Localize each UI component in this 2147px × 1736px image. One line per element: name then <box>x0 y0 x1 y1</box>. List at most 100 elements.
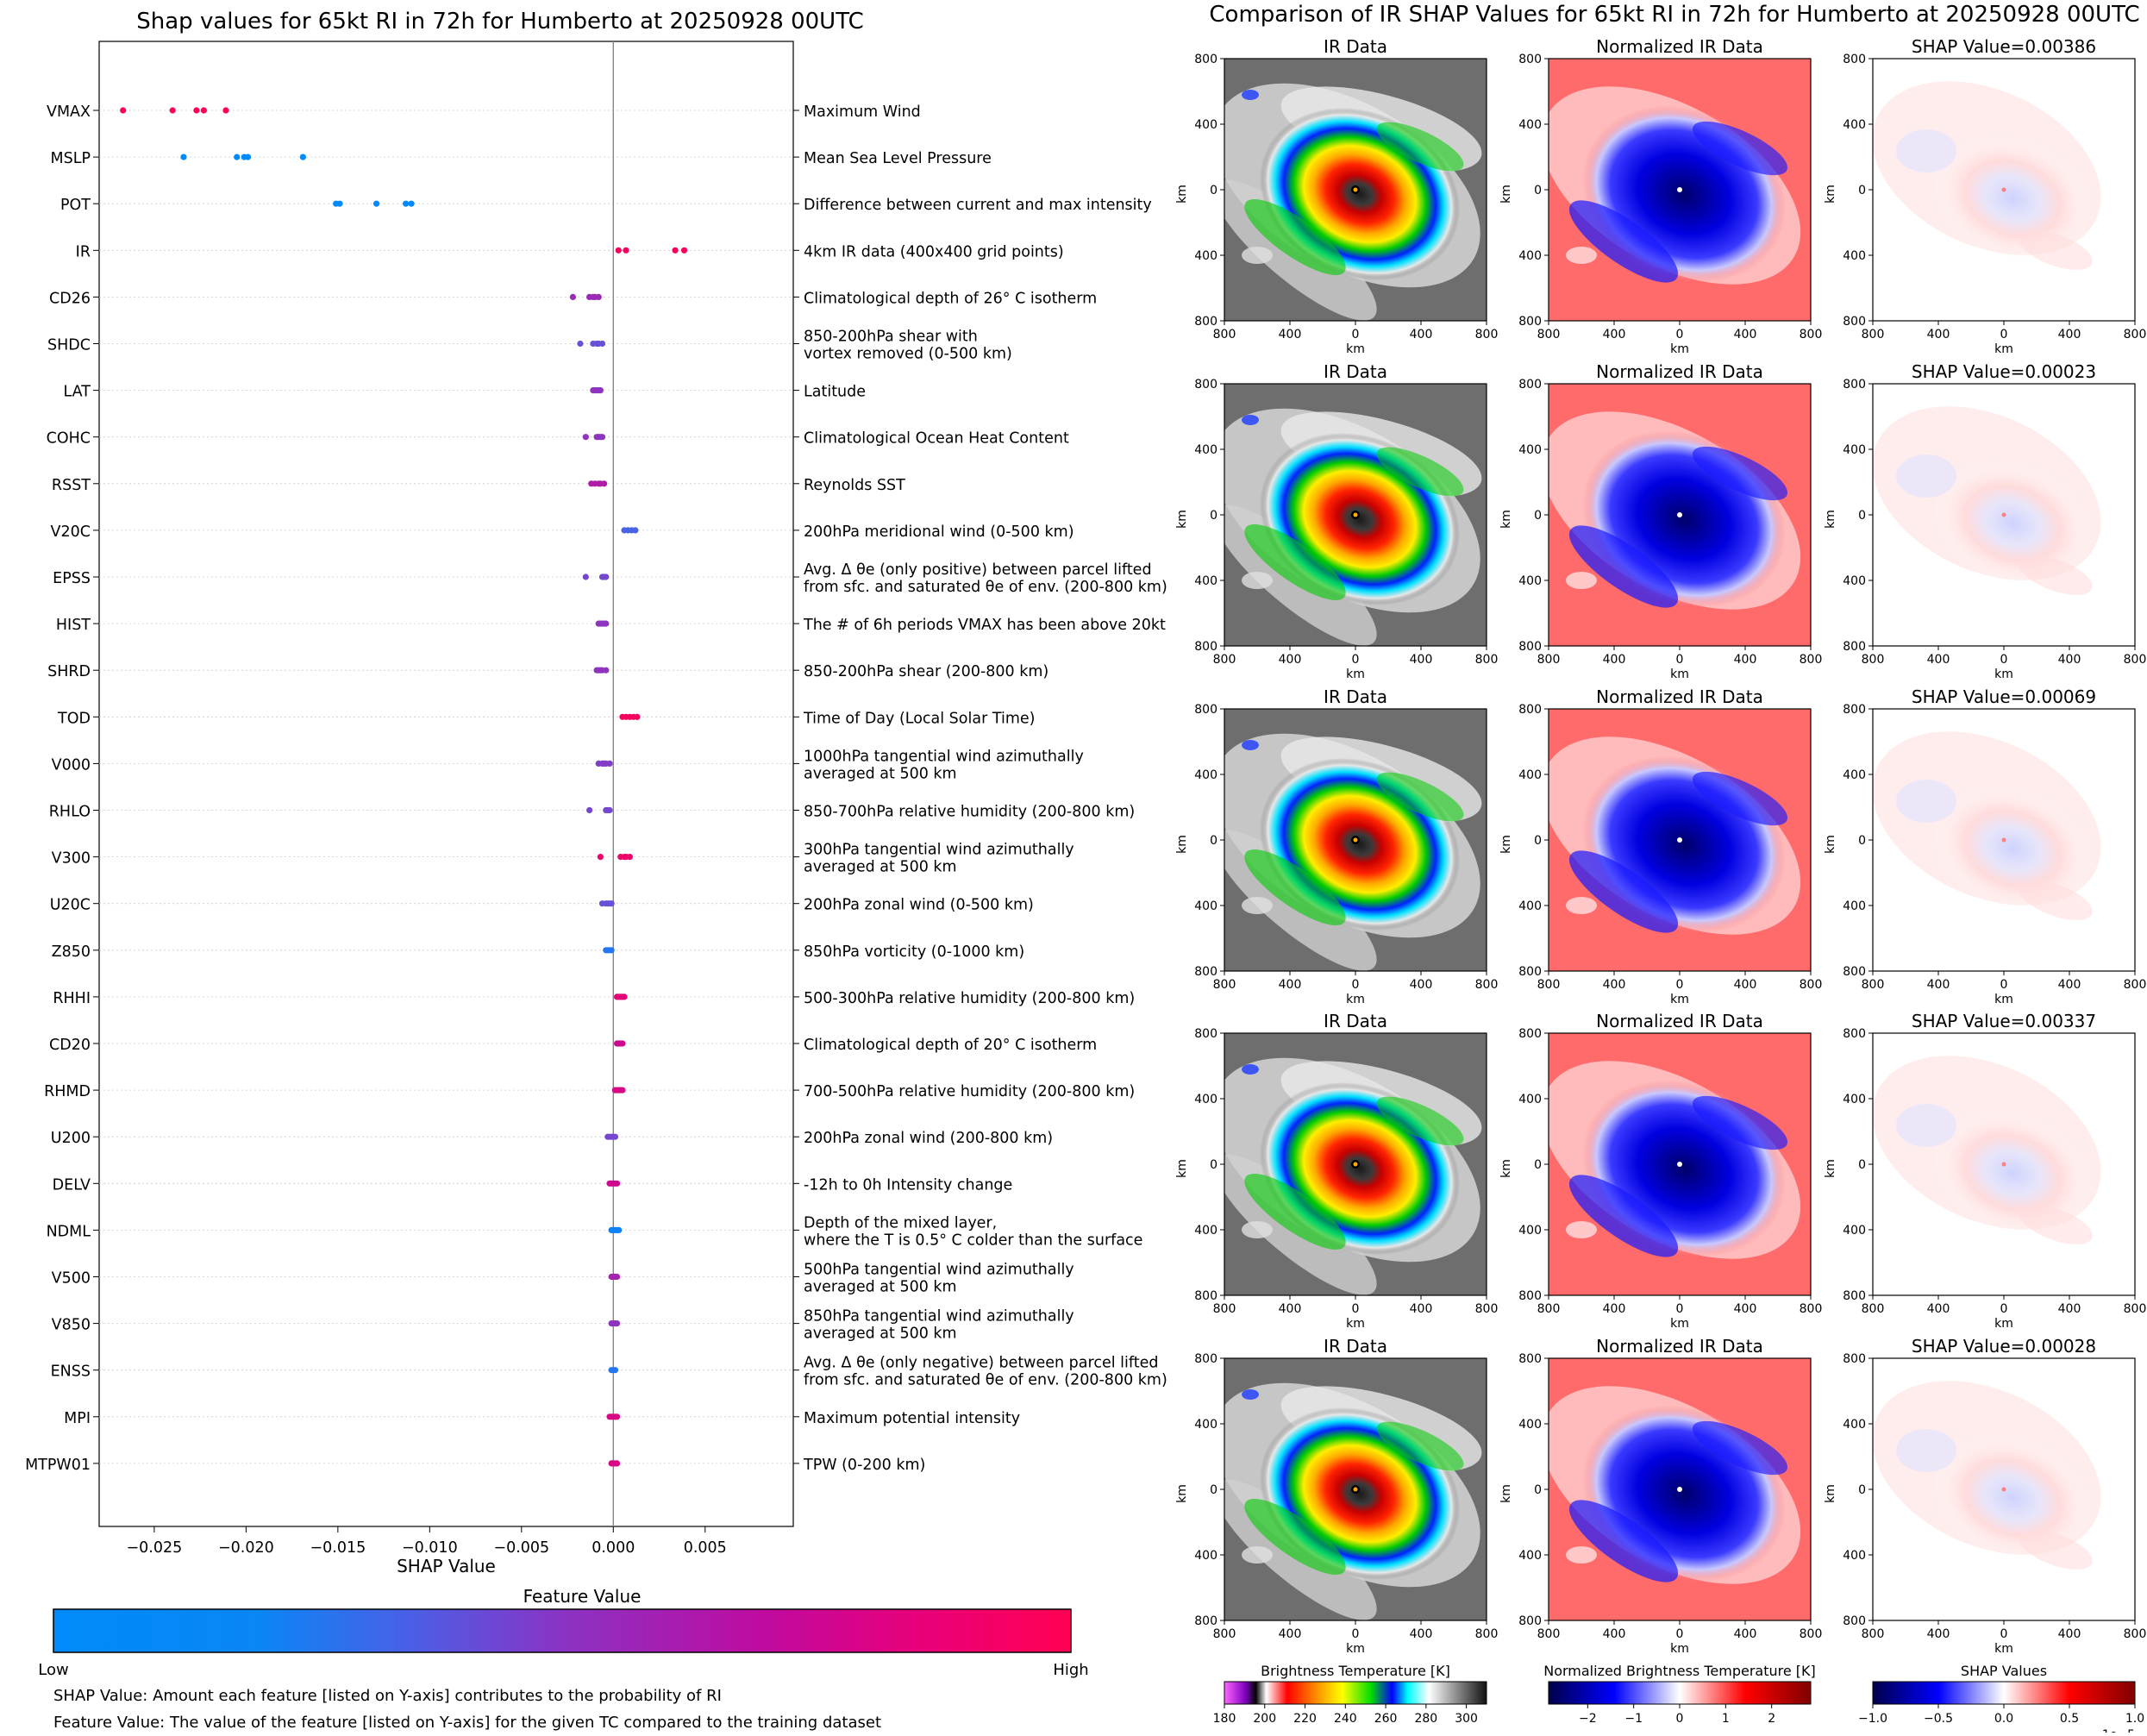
panel-y-tick-label: 400 <box>1194 574 1217 588</box>
panel-y-tick-label: 400 <box>1194 249 1217 263</box>
shap-field-core <box>1932 460 2093 587</box>
feature-name-label: POT <box>60 197 91 214</box>
panel-x-tick-label: 400 <box>2058 978 2081 992</box>
norm-eye <box>1677 512 1682 517</box>
colorbar-tick-label: 2 <box>1768 1712 1775 1726</box>
note-feature-value: Feature Value: The value of the feature … <box>53 1714 881 1732</box>
feature-description-label: 4km IR data (400x400 grid points) <box>804 243 1064 260</box>
note-shap-value: SHAP Value: Amount each feature [listed … <box>53 1687 722 1705</box>
panel-y-tick-label: 800 <box>1194 965 1217 979</box>
feature-name-label: V500 <box>52 1270 91 1288</box>
colorbar-tick-label: −1 <box>1624 1712 1643 1726</box>
panel-x-tick-label: 800 <box>1862 328 1885 342</box>
panel-y-axis-label: km <box>1499 1484 1513 1503</box>
shap-point <box>611 1367 619 1374</box>
panel-x-tick-label: 400 <box>1734 1627 1757 1641</box>
panel-y-tick-label: 0 <box>1210 1483 1217 1497</box>
panel-y-tick-label: 800 <box>1518 703 1542 717</box>
panel-y-tick-label: 400 <box>1518 899 1542 913</box>
shap-field-negative <box>1896 454 1956 498</box>
shap-point <box>577 340 584 348</box>
feature-description-label: 850-200hPa shear (200-800 km) <box>804 663 1048 680</box>
shap-field-core <box>1932 135 2093 262</box>
shap-point <box>615 247 622 254</box>
ir-panel-image <box>1549 1358 1811 1620</box>
shap-field-negative <box>1896 1104 1956 1147</box>
panel-y-tick-label: 800 <box>1518 1027 1542 1041</box>
x-axis-label: SHAP Value <box>397 1556 496 1576</box>
panel-x-tick-label: 400 <box>2058 328 2081 342</box>
shap-point <box>608 900 615 907</box>
panel-x-tick-label: 800 <box>1213 978 1236 992</box>
panel-y-axis-label: km <box>1175 510 1189 529</box>
colorbar-tick-label: 1 <box>1722 1712 1730 1726</box>
panel-y-tick-label: 0 <box>1210 1158 1217 1172</box>
norm-cloud-cell <box>1566 1221 1597 1238</box>
x-tick-label: 0.005 <box>684 1539 727 1557</box>
panel-y-tick-label: 800 <box>1518 640 1542 654</box>
shap-point <box>403 200 410 207</box>
ir-spiral-band <box>1244 523 1346 601</box>
panel-x-axis-label: km <box>1994 667 2013 681</box>
panel-x-tick-label: 400 <box>1410 1302 1433 1316</box>
norm-spiral-band <box>1692 1420 1788 1476</box>
feature-name-label: RHMD <box>44 1083 91 1100</box>
panel-y-tick-label: 800 <box>1843 703 1866 717</box>
panel-y-axis-label: km <box>1824 835 1837 854</box>
shap-point <box>626 854 634 861</box>
ir-panel-title: IR Data <box>1324 1011 1387 1031</box>
feature-name-label: CD26 <box>49 290 91 307</box>
ir-colorbars: Brightness Temperature [K] 180 200 220 240 26… <box>1213 1663 2145 1736</box>
shap-point <box>623 247 629 254</box>
shap-center-marker <box>2001 1487 2006 1492</box>
panel-y-tick-label: 800 <box>1518 1289 1542 1303</box>
panel-y-axis-label: km <box>1175 1484 1189 1503</box>
shap-point <box>169 107 176 114</box>
panel-y-tick-label: 800 <box>1518 1614 1542 1628</box>
shap-field-positive <box>2019 881 2093 920</box>
panel-x-axis-label: km <box>1670 1317 1689 1331</box>
panel-x-tick-label: 400 <box>1279 1302 1302 1316</box>
panel-y-tick-label: 400 <box>1518 768 1542 782</box>
ir-center-marker <box>1353 1487 1358 1492</box>
shap-point <box>621 993 628 1000</box>
panel-x-tick-label: 400 <box>1410 1627 1433 1641</box>
colorbar-gradient <box>1548 1681 1812 1705</box>
feature-name-label: U20C <box>50 897 91 914</box>
feature-description-label: Climatological depth of 20° C isotherm <box>804 1037 1097 1054</box>
ir-panel-title: IR Data <box>1324 686 1387 707</box>
shap-point <box>582 434 589 441</box>
panel-x-tick-label: 400 <box>1603 978 1626 992</box>
panel-x-tick-label: 800 <box>1800 978 1823 992</box>
shap-field-negative <box>1896 1429 1956 1472</box>
panel-y-tick-label: 400 <box>1518 574 1542 588</box>
panel-x-tick-label: 400 <box>1927 978 1950 992</box>
panel-y-tick-label: 400 <box>1843 443 1866 457</box>
panel-x-axis-label: km <box>1346 1317 1365 1331</box>
colorbar-gradient <box>1872 1681 2136 1705</box>
ir-panel-title: SHAP Value=0.00337 <box>1912 1011 2096 1031</box>
shap-field-core <box>1932 1434 2093 1562</box>
panel-y-axis-label: km <box>1824 1484 1837 1503</box>
feature-description-label: 200hPa zonal wind (0-500 km) <box>804 897 1034 914</box>
shap-field-positive <box>2019 1530 2093 1570</box>
shap-point <box>613 1413 621 1420</box>
panel-x-tick-label: 0 <box>1352 978 1360 992</box>
feature-name-label: NDML <box>47 1223 91 1240</box>
panel-y-tick-label: 800 <box>1518 965 1542 979</box>
panel-y-tick-label: 800 <box>1518 378 1542 392</box>
panel-x-tick-label: 800 <box>1213 1302 1236 1316</box>
panel-y-axis-label: km <box>1499 1159 1513 1178</box>
panel-y-tick-label: 400 <box>1518 118 1542 132</box>
panel-y-tick-label: 800 <box>1843 1614 1866 1628</box>
feature-description-label: -12h to 0h Intensity change <box>804 1176 1012 1194</box>
norm-spiral-band <box>1692 121 1788 176</box>
feature-description-label: averaged at 500 km <box>804 1326 957 1343</box>
panel-y-tick-label: 400 <box>1843 574 1866 588</box>
panel-y-tick-label: 0 <box>1858 834 1866 848</box>
shap-point <box>613 1460 621 1467</box>
panel-y-tick-label: 0 <box>1210 509 1217 523</box>
shap-point <box>619 1040 626 1047</box>
norm-eye <box>1677 187 1682 192</box>
panel-y-axis-label: km <box>1175 185 1189 204</box>
